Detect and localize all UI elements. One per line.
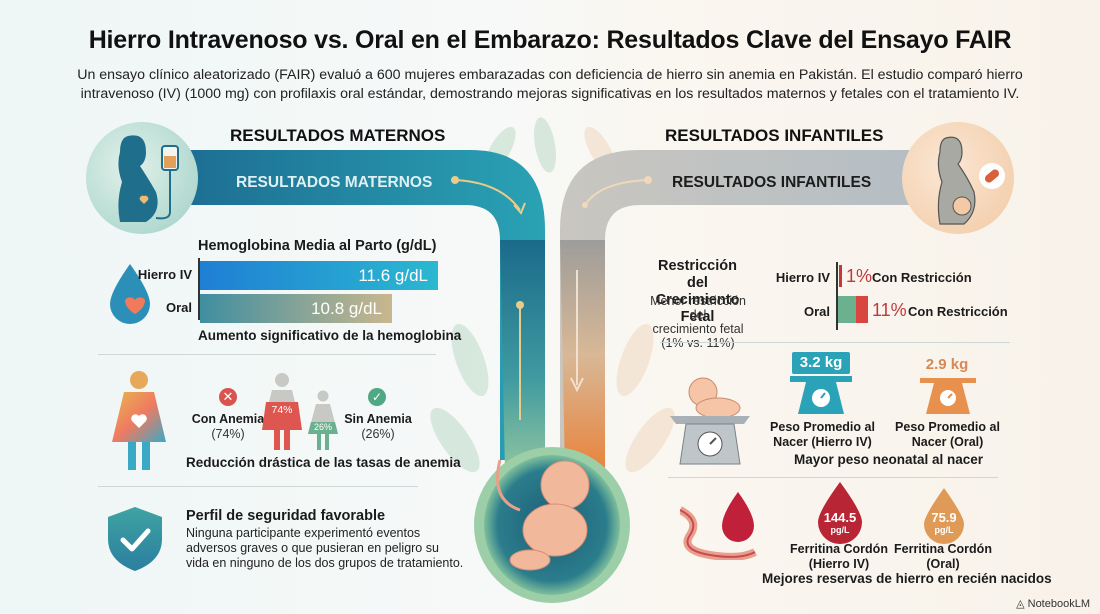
scale-blue-icon <box>790 374 852 416</box>
ferritin-iv-label: Ferritina Cordón (Hierro IV) <box>784 542 894 572</box>
ferritin-oral-label-line: Ferritina Cordón <box>894 542 992 556</box>
anemia-with-label: Con Anemia <box>191 412 265 426</box>
anemia-note: Reducción drástica de las tasas de anemi… <box>186 455 461 470</box>
fgr-label-iv: Hierro IV <box>775 270 830 285</box>
fgr-title: Restricción del Crecimiento Fetal <box>650 258 745 326</box>
divider <box>668 477 998 478</box>
anemia-figure-pct-26: 26% <box>313 422 332 432</box>
fgr-axis <box>836 262 838 330</box>
fgr-bar-oral-red <box>856 296 868 323</box>
anemia-without-pct: (26%) <box>361 427 395 441</box>
woman-figure-red-icon <box>262 372 302 450</box>
pregnant-woman-pill-icon <box>902 122 1014 234</box>
subtitle-line-2: intravenoso (IV) (1000 mg) con profilaxi… <box>80 86 1020 102</box>
maternal-band-label: RESULTADOS MATERNOS <box>236 174 433 191</box>
fgr-title-line: Crecimiento Fetal <box>655 292 740 325</box>
hemoglobin-label-oral: Oral <box>165 300 192 315</box>
divider <box>98 354 436 355</box>
infant-section-heading: RESULTADOS INFANTILES <box>665 126 884 145</box>
hemoglobin-label-iv: Hierro IV <box>137 267 192 282</box>
divider <box>98 486 418 487</box>
anemia-without-label: Sin Anemia <box>344 412 412 426</box>
hemoglobin-axis <box>198 258 200 320</box>
ferritin-iv-value: 144.5 <box>823 510 857 525</box>
weight-oral-label: Peso Promedio al Nacer (Oral) <box>890 420 1005 450</box>
maternal-section-heading: RESULTADOS MATERNOS <box>230 126 446 145</box>
umbilical-cord-blood-drop-icon <box>678 490 760 561</box>
weight-oral-value: 2.9 kg <box>925 356 969 373</box>
safety-text-line: Ninguna participante experimentó eventos <box>186 526 421 540</box>
anemia-with-pct: (74%) <box>211 427 245 441</box>
ferritin-oral-label-line: (Oral) <box>926 557 960 571</box>
fgr-bar-oral-green <box>838 296 856 323</box>
ferritin-oral-value: 75.9 <box>931 510 957 525</box>
fgr-pct-iv: 1% <box>846 266 873 286</box>
subtitle-line-1: Un ensayo clínico aleatorizado (FAIR) ev… <box>77 67 1023 83</box>
weight-iv-label-line: Nacer (Hierro IV) <box>773 435 872 449</box>
weight-note: Mayor peso neonatal al nacer <box>794 452 984 467</box>
woman-figure-green-icon <box>308 390 338 450</box>
weight-oral-label-line: Nacer (Oral) <box>911 435 984 449</box>
blood-drop-heart-icon <box>105 262 155 324</box>
infant-band-label: RESULTADOS INFANTILES <box>672 174 872 191</box>
ferritin-iv-unit: pg/L <box>830 525 850 535</box>
safety-text: Ninguna participante experimentó eventos… <box>186 526 463 571</box>
fgr-text-iv: Con Restricción <box>872 270 972 285</box>
check-circle-icon: ✓ <box>368 388 386 406</box>
fgr-bar-iv <box>839 265 842 287</box>
safety-text-line: vida en ninguno de los dos grupos de tra… <box>186 556 464 570</box>
weight-iv-label-line: Peso Promedio al <box>770 420 875 434</box>
fgr-desc-line: crecimiento fetal <box>652 322 744 336</box>
anemia-figure-pct-74: 74% <box>271 404 293 416</box>
pregnant-woman-iv-icon <box>86 122 198 234</box>
fgr-title-line: Restricción del <box>658 258 737 291</box>
shield-check-icon <box>106 505 164 573</box>
x-circle-icon: ✕ <box>219 388 237 406</box>
fgr-desc-line: Menor restricción del <box>650 294 746 322</box>
hemoglobin-bar-iv: 11.6 g/dL <box>200 261 438 290</box>
page-subtitle: Un ensayo clínico aleatorizado (FAIR) ev… <box>60 66 1040 104</box>
ferritin-note: Mejores reservas de hierro en recién nac… <box>762 571 1052 586</box>
scale-orange-icon <box>920 376 976 416</box>
weight-iv-label: Peso Promedio al Nacer (Hierro IV) <box>765 420 880 450</box>
hemoglobin-chart-title: Hemoglobina Media al Parto (g/dL) <box>198 238 437 254</box>
safety-title: Perfil de seguridad favorable <box>186 508 386 524</box>
ferritin-iv-label-line: (Hierro IV) <box>808 557 870 571</box>
fgr-label-oral: Oral <box>803 304 830 319</box>
fgr-pct-oral: 11% <box>872 300 907 320</box>
weight-oral-label-line: Peso Promedio al <box>895 420 1000 434</box>
fgr-desc-line: (1% vs. 11%) <box>661 336 735 350</box>
fgr-text-oral: Con Restricción <box>908 304 1008 319</box>
hemoglobin-note: Aumento significativo de la hemoglobina <box>198 328 462 343</box>
weight-iv-value: 3.2 kg <box>792 352 850 374</box>
fgr-desc: Menor restricción del crecimiento fetal … <box>648 294 748 350</box>
ferritin-iv-label-line: Ferritina Cordón <box>790 542 888 556</box>
notebooklm-logo-icon: ◬ <box>1016 598 1025 610</box>
safety-text-line: adversos graves o que pusieran en peligr… <box>186 541 439 555</box>
baby-on-scale-icon <box>668 372 753 467</box>
ferritin-oral-drop-icon <box>924 488 964 544</box>
pregnant-woman-figure-icon <box>110 370 168 472</box>
ferritin-iv-drop-icon <box>818 482 862 544</box>
divider <box>660 342 1010 343</box>
ferritin-oral-label: Ferritina Cordón (Oral) <box>888 542 998 572</box>
page-title: Hierro Intravenoso vs. Oral en el Embara… <box>88 26 1012 54</box>
notebooklm-brand: ◬ NotebookLM <box>1016 597 1090 610</box>
hemoglobin-bar-oral: 10.8 g/dL <box>200 294 392 323</box>
brand-label: NotebookLM <box>1027 598 1090 610</box>
ferritin-oral-unit: pg/L <box>934 525 954 535</box>
